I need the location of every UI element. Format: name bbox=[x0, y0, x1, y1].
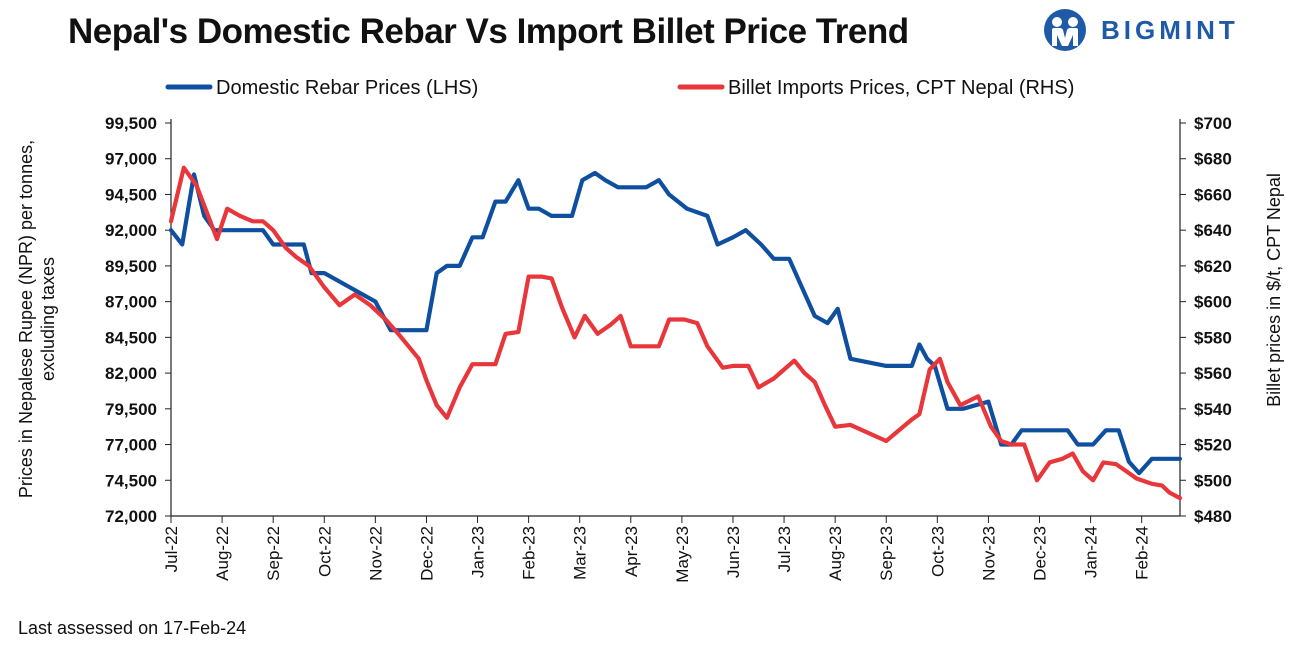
left-tick-label: 97,000 bbox=[105, 150, 157, 169]
x-tick-label: Aug-23 bbox=[826, 526, 845, 581]
x-tick-label: Nov-23 bbox=[979, 526, 998, 581]
x-tick-label: Dec-23 bbox=[1031, 526, 1050, 581]
domestic-rebar-line bbox=[168, 170, 1183, 476]
x-tick-label: May-23 bbox=[673, 526, 692, 583]
last-assessed-note: Last assessed on 17-Feb-24 bbox=[18, 618, 247, 638]
x-tick-label: Feb-24 bbox=[1133, 526, 1152, 580]
right-axis-title: Billet prices in $/t, CPT Nepal bbox=[1264, 173, 1284, 407]
right-tick-label: $600 bbox=[1194, 293, 1232, 312]
x-tick-label: Jul-23 bbox=[775, 526, 794, 572]
left-tick-label: 89,500 bbox=[105, 257, 157, 276]
right-y-axis: $480 $500 $520 $540 $560 $580 $600 $620 $640 $660… bbox=[1179, 114, 1284, 526]
right-tick-label: $660 bbox=[1194, 185, 1232, 204]
x-tick-label: Jul-22 bbox=[162, 526, 181, 572]
brand-logo[interactable]: BIGMINT bbox=[1043, 8, 1239, 52]
billet-import-line bbox=[168, 165, 1183, 501]
left-axis-title: Prices in Nepalese Rupee (NPR) per tonne… bbox=[16, 140, 58, 498]
x-tick-label: Nov-22 bbox=[366, 526, 385, 581]
x-tick-label: Apr-23 bbox=[622, 526, 641, 577]
legend-label: Domestic Rebar Prices (LHS) bbox=[216, 77, 478, 99]
x-tick-label: Mar-23 bbox=[571, 526, 590, 580]
right-tick-label: $580 bbox=[1194, 328, 1232, 347]
right-tick-label: $560 bbox=[1194, 364, 1232, 383]
chart-legend: Domestic Rebar Prices (LHS) Billet Import… bbox=[165, 77, 1074, 99]
right-tick-label: $500 bbox=[1194, 471, 1232, 490]
left-tick-label: 99,500 bbox=[105, 114, 157, 133]
left-tick-label: 87,000 bbox=[105, 293, 157, 312]
x-tick-label: Feb-23 bbox=[520, 526, 539, 580]
right-tick-label: $520 bbox=[1194, 436, 1232, 455]
left-tick-label: 94,500 bbox=[105, 185, 157, 204]
left-tick-label: 82,000 bbox=[105, 364, 157, 383]
left-tick-label: 79,500 bbox=[105, 400, 157, 419]
right-tick-label: $640 bbox=[1194, 221, 1232, 240]
x-tick-label: Jun-23 bbox=[724, 526, 743, 578]
series-layer bbox=[168, 165, 1183, 501]
x-tick-label: Aug-22 bbox=[213, 526, 232, 581]
x-tick-label: Oct-23 bbox=[928, 526, 947, 577]
legend-label: Billet Imports Prices, CPT Nepal (RHS) bbox=[728, 77, 1074, 99]
left-tick-label: 84,500 bbox=[105, 328, 157, 347]
bigmint-logo-icon bbox=[1044, 9, 1086, 51]
x-tick-label: Dec-22 bbox=[417, 526, 436, 581]
x-tick-label: Jan-23 bbox=[469, 526, 488, 578]
brand-name: BIGMINT bbox=[1101, 14, 1239, 45]
right-tick-label: $680 bbox=[1194, 150, 1232, 169]
x-tick-label: Oct-22 bbox=[315, 526, 334, 577]
right-tick-label: $620 bbox=[1194, 257, 1232, 276]
x-tick-label: Sep-22 bbox=[264, 526, 283, 581]
left-axis-title-line: Prices in Nepalese Rupee (NPR) per tonne… bbox=[16, 140, 36, 498]
right-tick-label: $480 bbox=[1194, 507, 1232, 526]
x-axis: Jul-22 Aug-22 Sep-22 Oct-22 Nov-22 Dec-22 Jan-… bbox=[162, 515, 1180, 583]
left-axis-title-line: excluding taxes bbox=[38, 257, 58, 381]
left-tick-label: 72,000 bbox=[105, 507, 157, 526]
left-tick-label: 77,000 bbox=[105, 436, 157, 455]
chart-title: Nepal's Domestic Rebar Vs Import Billet … bbox=[68, 12, 909, 51]
left-y-axis: 72,000 74,500 77,000 79,500 82,000 84,500 87,0… bbox=[16, 114, 172, 526]
right-tick-label: $540 bbox=[1194, 400, 1232, 419]
x-tick-label: Sep-23 bbox=[877, 526, 896, 581]
x-tick-label: Jan-24 bbox=[1082, 526, 1101, 578]
right-tick-label: $700 bbox=[1194, 114, 1232, 133]
left-tick-label: 74,500 bbox=[105, 471, 157, 490]
left-tick-label: 92,000 bbox=[105, 221, 157, 240]
